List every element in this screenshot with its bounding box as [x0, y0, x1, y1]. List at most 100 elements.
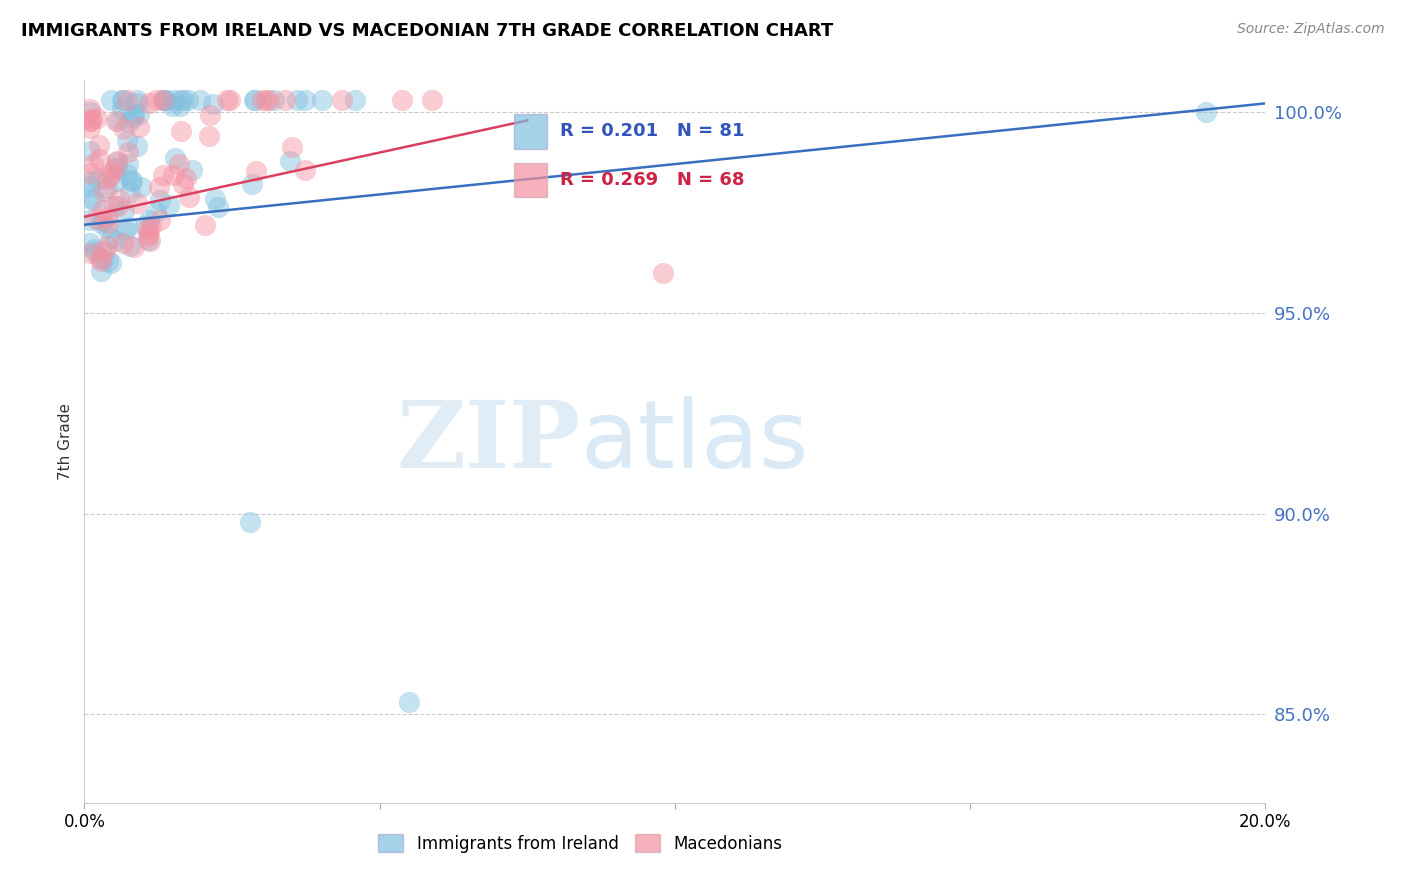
Point — [121, 173, 143, 187]
Point — [87, 172, 110, 186]
Point — [112, 121, 135, 136]
Point — [93, 244, 115, 258]
Point — [105, 161, 128, 175]
Text: ZIP: ZIP — [396, 397, 581, 486]
Point — [145, 94, 167, 108]
Point — [84, 211, 107, 226]
Point — [165, 151, 187, 165]
Point — [129, 180, 152, 194]
Point — [138, 226, 160, 240]
Point — [219, 94, 242, 108]
Point — [136, 221, 159, 235]
Point — [170, 124, 193, 138]
Point — [169, 99, 191, 113]
Point — [97, 253, 120, 268]
Point — [117, 220, 139, 235]
Point — [139, 219, 162, 233]
Point — [104, 161, 127, 176]
Point — [152, 168, 174, 182]
Point — [79, 114, 101, 128]
Point — [105, 153, 128, 168]
Point — [243, 94, 266, 108]
Point — [294, 163, 316, 178]
Point — [280, 140, 302, 154]
Point — [112, 94, 135, 108]
Point — [100, 169, 122, 183]
Text: IMMIGRANTS FROM IRELAND VS MACEDONIAN 7TH GRADE CORRELATION CHART: IMMIGRANTS FROM IRELAND VS MACEDONIAN 7T… — [21, 22, 834, 40]
Point — [100, 165, 122, 179]
Point — [198, 108, 221, 122]
Point — [90, 216, 112, 230]
Point — [240, 177, 263, 191]
Text: Source: ZipAtlas.com: Source: ZipAtlas.com — [1237, 22, 1385, 37]
Point — [172, 177, 194, 191]
Point — [100, 230, 122, 244]
Point — [93, 214, 115, 228]
Point — [107, 192, 129, 206]
Point — [207, 200, 229, 214]
Point — [136, 233, 159, 247]
Point — [391, 94, 413, 108]
Point — [91, 202, 114, 217]
Point — [96, 180, 118, 194]
Point — [120, 239, 142, 253]
Point — [122, 110, 145, 124]
Point — [90, 254, 112, 268]
Point — [93, 184, 115, 198]
Point — [117, 145, 139, 159]
Point — [90, 264, 112, 278]
Point — [149, 213, 172, 227]
Point — [79, 213, 101, 227]
Point — [398, 696, 420, 710]
Point — [420, 94, 443, 108]
Point — [79, 113, 101, 128]
Point — [177, 189, 200, 203]
Point — [128, 107, 150, 121]
Point — [172, 94, 194, 108]
Point — [86, 111, 108, 125]
Point — [79, 104, 101, 119]
Point — [122, 106, 145, 120]
Point — [96, 171, 118, 186]
Point — [167, 156, 190, 170]
Point — [80, 192, 103, 206]
Point — [125, 195, 148, 210]
Point — [83, 244, 105, 259]
Point — [115, 167, 138, 181]
Point — [254, 94, 277, 108]
Point — [139, 234, 162, 248]
Text: atlas: atlas — [581, 395, 808, 488]
Point — [174, 171, 197, 186]
Point — [273, 94, 295, 108]
Point — [239, 515, 262, 529]
Point — [148, 179, 170, 194]
Point — [105, 174, 128, 188]
Point — [82, 112, 104, 127]
Point — [294, 94, 316, 108]
Point — [198, 128, 221, 143]
Point — [103, 199, 125, 213]
Point — [652, 266, 675, 280]
Point — [121, 174, 143, 188]
Point — [115, 94, 138, 108]
Point — [157, 198, 180, 212]
Point — [122, 240, 145, 254]
Point — [91, 252, 114, 266]
Point — [79, 166, 101, 180]
Point — [79, 102, 101, 116]
Point — [138, 212, 160, 227]
Point — [162, 168, 184, 182]
Point — [215, 94, 238, 108]
Point — [87, 137, 110, 152]
Point — [79, 174, 101, 188]
Point — [152, 94, 174, 108]
Point — [117, 157, 139, 171]
Point — [152, 94, 174, 108]
Point — [180, 162, 202, 177]
Point — [83, 193, 105, 207]
Point — [79, 235, 101, 250]
Point — [250, 94, 273, 108]
Point — [138, 96, 160, 111]
Point — [311, 94, 333, 108]
Point — [87, 152, 110, 166]
